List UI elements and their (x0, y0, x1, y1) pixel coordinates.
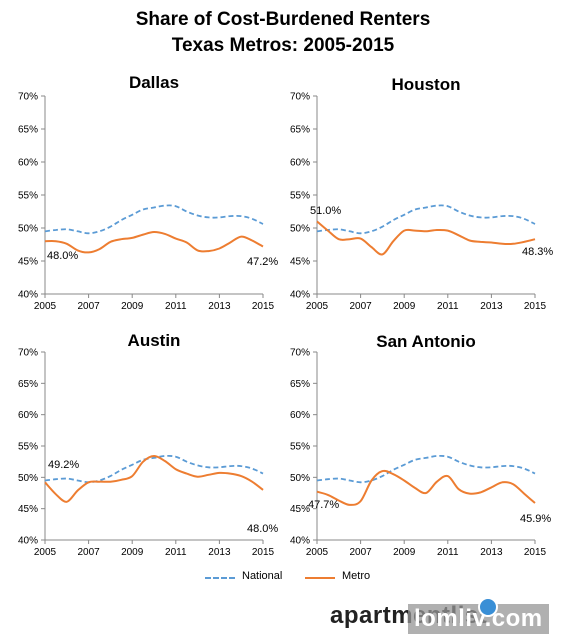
y-tick-label: 55% (18, 442, 38, 453)
x-tick-label: 2009 (121, 301, 144, 312)
brand-dot-icon (478, 597, 498, 617)
x-tick-label: 2007 (349, 301, 372, 312)
chart-dallas: Dallas 40% 45% 50% 55% 60% 65% 70% 2005 2007 2009 2… (18, 73, 278, 312)
y-tick-label: 65% (18, 379, 38, 390)
y-tick-label: 45% (18, 257, 38, 268)
data-label: 48.0% (247, 523, 278, 535)
y-tick-label: 45% (18, 504, 38, 515)
panel-title: Austin (128, 331, 181, 350)
chart-san-antonio: San Antonio 40% 45% 50% 55% 60% 65% 70% 2005 2007… (290, 332, 551, 558)
y-tick-label: 60% (290, 410, 310, 421)
x-tick-label: 2009 (393, 301, 416, 312)
x-tick-label: 2013 (480, 301, 503, 312)
y-tick-label: 65% (290, 379, 310, 390)
x-tick-label: 2013 (208, 301, 231, 312)
x-tick-label: 2015 (252, 301, 275, 312)
series-metro-line (44, 230, 264, 254)
y-tick-label: 40% (290, 536, 310, 547)
x-tick-label: 2011 (437, 301, 459, 312)
data-label: 49.2% (48, 459, 79, 471)
data-label: 48.0% (47, 250, 78, 262)
data-label: 47.7% (308, 499, 339, 511)
panel-title: Dallas (129, 73, 179, 92)
panel-title: Houston (392, 75, 461, 94)
x-tick-label: 2005 (306, 301, 329, 312)
x-tick-label: 2011 (165, 547, 187, 558)
y-tick-label: 40% (18, 290, 38, 301)
chart-title-line2: Texas Metros: 2005-2015 (171, 35, 395, 56)
x-tick-label: 2005 (306, 547, 329, 558)
legend-metro-label: Metro (342, 570, 371, 582)
y-tick-label: 45% (290, 504, 310, 515)
y-tick-label: 70% (290, 92, 310, 103)
y-tick-label: 70% (290, 348, 310, 359)
x-tick-label: 2015 (524, 547, 547, 558)
y-tick-label: 65% (290, 125, 310, 136)
y-tick-label: 70% (18, 348, 38, 359)
data-label: 48.3% (522, 246, 553, 258)
data-label: 51.0% (310, 205, 341, 217)
chart-houston: Houston 40% 45% 50% 55% 60% 65% 70% 2005 2007 2009… (290, 75, 553, 312)
chart-title-line1: Share of Cost-Burdened Renters (135, 9, 431, 30)
x-tick-label: 2005 (34, 547, 57, 558)
y-tick-label: 60% (290, 158, 310, 169)
series-national-line (316, 204, 536, 235)
x-tick-label: 2007 (349, 547, 372, 558)
panel-title: San Antonio (376, 332, 475, 351)
y-tick-label: 50% (290, 473, 310, 484)
x-tick-label: 2011 (165, 301, 187, 312)
x-tick-label: 2013 (480, 547, 503, 558)
y-tick-label: 55% (290, 442, 310, 453)
y-tick-label: 55% (290, 191, 310, 202)
y-tick-label: 50% (18, 224, 38, 235)
x-tick-label: 2009 (121, 547, 144, 558)
x-tick-label: 2007 (77, 547, 100, 558)
series-national-line (316, 454, 536, 484)
y-tick-label: 60% (18, 410, 38, 421)
data-label: 47.2% (247, 256, 278, 268)
y-tick-label: 45% (290, 257, 310, 268)
x-tick-label: 2009 (393, 547, 416, 558)
x-tick-label: 2015 (524, 301, 547, 312)
series-metro-line (316, 220, 536, 256)
series-metro-line (316, 469, 536, 506)
y-tick-label: 60% (18, 158, 38, 169)
x-tick-label: 2007 (77, 301, 100, 312)
x-tick-label: 2011 (437, 547, 459, 558)
chart-austin: Austin 40% 45% 50% 55% 60% 65% 70% 2005 2007 2009 2… (18, 331, 278, 558)
y-tick-label: 50% (18, 473, 38, 484)
x-tick-label: 2005 (34, 301, 57, 312)
series-metro-line (44, 455, 264, 503)
series-national-line (44, 204, 264, 235)
y-tick-label: 70% (18, 92, 38, 103)
legend-national-swatch (205, 577, 235, 579)
legend-national-label: National (242, 570, 283, 582)
y-tick-label: 40% (290, 290, 310, 301)
y-tick-label: 40% (18, 536, 38, 547)
y-tick-label: 65% (18, 125, 38, 136)
y-tick-label: 55% (18, 191, 38, 202)
y-tick-label: 50% (290, 224, 310, 235)
legend-metro-swatch (305, 577, 335, 579)
data-label: 45.9% (520, 513, 551, 525)
series-national-line (44, 454, 264, 484)
x-tick-label: 2015 (252, 547, 275, 558)
brand-logo: apartmentlist lomliv.com (330, 597, 560, 636)
x-tick-label: 2013 (208, 547, 231, 558)
